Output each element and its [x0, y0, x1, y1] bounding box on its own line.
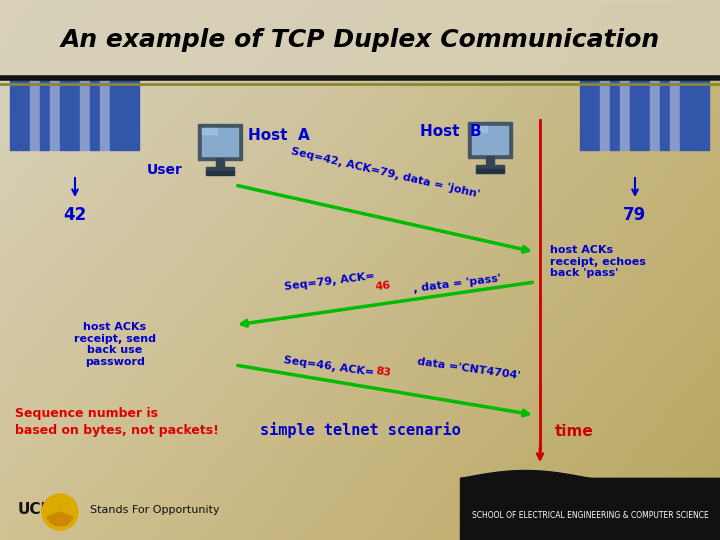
Bar — [460, 478, 720, 540]
Text: , data = 'pass': , data = 'pass' — [413, 273, 502, 294]
Text: Seq=42, ACK=79, data = 'john': Seq=42, ACK=79, data = 'john' — [289, 147, 480, 200]
Text: 42: 42 — [63, 206, 86, 224]
Bar — [660, 80, 668, 150]
Bar — [10, 80, 19, 150]
Bar — [40, 80, 48, 150]
Circle shape — [42, 494, 78, 530]
Bar — [590, 80, 598, 150]
Text: based on bytes, not packets!: based on bytes, not packets! — [15, 424, 219, 437]
Bar — [110, 80, 119, 150]
Bar — [0, 0, 720, 80]
Bar — [580, 80, 588, 150]
Bar — [70, 80, 78, 150]
Bar — [100, 80, 109, 150]
Text: SCHOOL OF ELECTRICAL ENGINEERING & COMPUTER SCIENCE: SCHOOL OF ELECTRICAL ENGINEERING & COMPU… — [472, 510, 708, 519]
Text: simple telnet scenario: simple telnet scenario — [260, 422, 460, 438]
Text: An example of TCP Duplex Communication: An example of TCP Duplex Communication — [60, 28, 660, 52]
Text: Seq=79, ACK=: Seq=79, ACK= — [284, 271, 375, 292]
Bar — [486, 156, 494, 168]
Text: Stands For Opportunity: Stands For Opportunity — [90, 505, 220, 515]
Bar — [50, 80, 58, 150]
Text: host ACKs
receipt, echoes
back 'pass': host ACKs receipt, echoes back 'pass' — [550, 245, 646, 278]
Bar — [60, 80, 68, 150]
Bar — [202, 128, 238, 156]
Text: time: time — [555, 424, 594, 440]
Text: 46: 46 — [375, 280, 392, 292]
Text: Seq=46, ACK=: Seq=46, ACK= — [284, 355, 375, 378]
Wedge shape — [47, 512, 73, 526]
Bar — [630, 80, 639, 150]
Bar — [690, 80, 698, 150]
Bar — [30, 80, 38, 150]
Bar — [130, 80, 138, 150]
Bar — [120, 80, 128, 150]
Text: host ACKs
receipt, send
back use
password: host ACKs receipt, send back use passwor… — [74, 322, 156, 367]
Bar — [472, 126, 508, 154]
Text: Host  A: Host A — [248, 127, 310, 143]
Bar — [468, 122, 512, 158]
Text: 79: 79 — [624, 206, 647, 224]
Text: Host  B: Host B — [420, 125, 482, 139]
Text: User: User — [147, 163, 183, 177]
Bar — [600, 80, 608, 150]
Text: UCF: UCF — [18, 503, 52, 517]
Text: 83: 83 — [375, 366, 392, 378]
Bar — [680, 80, 688, 150]
Bar — [610, 80, 618, 150]
Bar — [476, 169, 504, 173]
Bar — [620, 80, 629, 150]
Bar — [198, 124, 242, 160]
Bar — [700, 80, 708, 150]
Bar — [90, 80, 99, 150]
Bar — [670, 80, 678, 150]
Bar — [640, 80, 649, 150]
Bar — [206, 171, 234, 175]
Text: data ='CNT4704': data ='CNT4704' — [413, 356, 521, 381]
Bar — [216, 158, 224, 170]
Bar — [650, 80, 659, 150]
Bar — [476, 165, 504, 170]
Text: Sequence number is: Sequence number is — [15, 407, 158, 420]
Bar — [20, 80, 29, 150]
Bar — [80, 80, 89, 150]
Bar — [206, 167, 234, 172]
